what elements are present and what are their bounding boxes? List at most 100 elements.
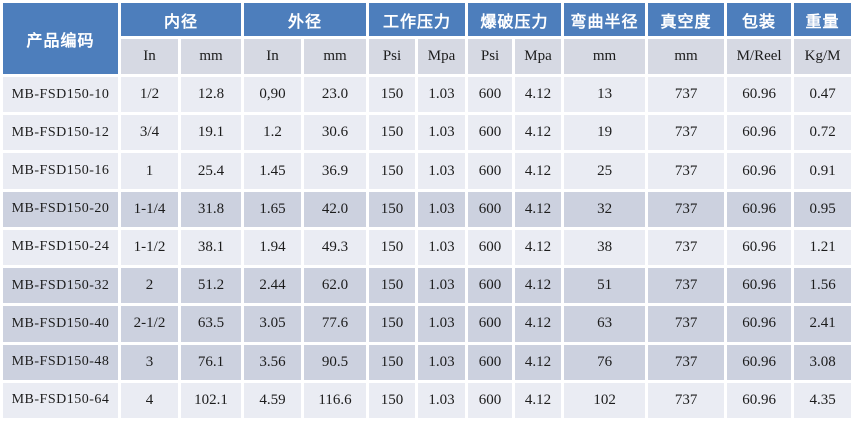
value-cell: 150 (369, 229, 416, 266)
table-row: MB-FSD150-24 1-1/2 38.1 1.94 49.3 150 1.03 600 4… (3, 229, 852, 266)
product-code-cell: MB-FSD150-24 (3, 229, 118, 266)
product-code-cell: MB-FSD150-64 (3, 382, 118, 418)
value-cell: 60.96 (727, 344, 792, 380)
value-cell: 60.96 (727, 77, 792, 113)
value-cell: 4.12 (515, 191, 562, 227)
value-cell: 60.96 (727, 306, 792, 342)
value-cell: 60.96 (727, 191, 792, 227)
value-cell: 1.03 (418, 191, 466, 227)
unit-header: Psi (369, 39, 416, 74)
value-cell: 4.35 (794, 382, 852, 418)
value-cell: 60.96 (727, 268, 792, 304)
value-cell: 1.03 (418, 344, 466, 380)
table-body: MB-FSD150-10 1/2 12.8 0,90 23.0 150 1.03 600 4.1… (3, 77, 852, 418)
unit-header: In (121, 39, 178, 74)
value-cell: 3 (121, 344, 178, 380)
value-cell: 60.96 (727, 115, 792, 151)
group-header-row: 产品编码 内径 外径 工作压力 爆破压力 弯曲半径 真空度 包装 重量 (3, 3, 852, 74)
value-cell: 0.72 (794, 115, 852, 151)
unit-header: In (244, 39, 302, 74)
value-cell: 25 (564, 153, 646, 189)
product-code-cell: MB-FSD150-20 (3, 191, 118, 227)
value-cell: 1-1/2 (121, 229, 178, 266)
value-cell: 1/2 (121, 77, 178, 113)
value-cell: 150 (369, 115, 416, 151)
value-cell: 737 (648, 229, 725, 266)
value-cell: 1.65 (244, 191, 302, 227)
value-cell: 2 (121, 268, 178, 304)
value-cell: 4.12 (515, 229, 562, 266)
value-cell: 150 (369, 268, 416, 304)
table-row: MB-FSD150-20 1-1/4 31.8 1.65 42.0 150 1.03 600 4… (3, 191, 852, 227)
value-cell: 90.5 (304, 344, 367, 380)
group-header-weight: 重量 (794, 3, 852, 36)
value-cell: 102 (564, 382, 646, 418)
value-cell: 42.0 (304, 191, 367, 227)
value-cell: 30.6 (304, 115, 367, 151)
value-cell: 600 (468, 191, 513, 227)
product-code-cell: MB-FSD150-16 (3, 153, 118, 189)
value-cell: 4.12 (515, 77, 562, 113)
value-cell: 3.08 (794, 344, 852, 380)
value-cell: 4.12 (515, 382, 562, 418)
value-cell: 600 (468, 77, 513, 113)
value-cell: 4.12 (515, 306, 562, 342)
unit-header: mm (648, 39, 725, 74)
value-cell: 4.12 (515, 153, 562, 189)
value-cell: 600 (468, 344, 513, 380)
value-cell: 150 (369, 77, 416, 113)
value-cell: 76.1 (181, 344, 242, 380)
value-cell: 77.6 (304, 306, 367, 342)
value-cell: 150 (369, 191, 416, 227)
value-cell: 102.1 (181, 382, 242, 418)
value-cell: 36.9 (304, 153, 367, 189)
value-cell: 60.96 (727, 153, 792, 189)
value-cell: 2.44 (244, 268, 302, 304)
group-header-inner-diameter: 内径 (121, 3, 242, 36)
value-cell: 23.0 (304, 77, 367, 113)
value-cell: 3.56 (244, 344, 302, 380)
value-cell: 31.8 (181, 191, 242, 227)
value-cell: 3/4 (121, 115, 178, 151)
table-header: 产品编码 内径 外径 工作压力 爆破压力 弯曲半径 真空度 包装 重量 In m… (3, 3, 852, 74)
value-cell: 150 (369, 344, 416, 380)
product-code-cell: MB-FSD150-12 (3, 115, 118, 151)
table-row: MB-FSD150-64 4 102.1 4.59 116.6 150 1.03 600 4.1… (3, 382, 852, 418)
value-cell: 737 (648, 268, 725, 304)
value-cell: 63 (564, 306, 646, 342)
value-cell: 1.56 (794, 268, 852, 304)
unit-header: Kg/M (794, 39, 852, 74)
value-cell: 1.45 (244, 153, 302, 189)
value-cell: 2.41 (794, 306, 852, 342)
value-cell: 19.1 (181, 115, 242, 151)
group-header-burst-pressure: 爆破压力 (468, 3, 562, 36)
unit-header: mm (304, 39, 367, 74)
value-cell: 49.3 (304, 229, 367, 266)
value-cell: 737 (648, 306, 725, 342)
value-cell: 1.03 (418, 77, 466, 113)
product-code-cell: MB-FSD150-10 (3, 77, 118, 113)
table-row: MB-FSD150-32 2 51.2 2.44 62.0 150 1.03 600 4.12 5… (3, 268, 852, 304)
value-cell: 32 (564, 191, 646, 227)
value-cell: 38.1 (181, 229, 242, 266)
value-cell: 150 (369, 153, 416, 189)
value-cell: 600 (468, 153, 513, 189)
group-header-packaging: 包装 (727, 3, 792, 36)
value-cell: 737 (648, 153, 725, 189)
value-cell: 60.96 (727, 382, 792, 418)
value-cell: 116.6 (304, 382, 367, 418)
value-cell: 600 (468, 229, 513, 266)
value-cell: 1.03 (418, 306, 466, 342)
value-cell: 12.8 (181, 77, 242, 113)
value-cell: 737 (648, 191, 725, 227)
units-header-row: In mm In mm Psi Mpa Psi Mpa mm mm M/Reel… (3, 39, 852, 74)
group-header-outer-diameter: 外径 (244, 3, 367, 36)
value-cell: 0.95 (794, 191, 852, 227)
value-cell: 51.2 (181, 268, 242, 304)
value-cell: 1 (121, 153, 178, 189)
value-cell: 737 (648, 344, 725, 380)
product-code-cell: MB-FSD150-40 (3, 306, 118, 342)
value-cell: 4.12 (515, 115, 562, 151)
value-cell: 1.03 (418, 229, 466, 266)
